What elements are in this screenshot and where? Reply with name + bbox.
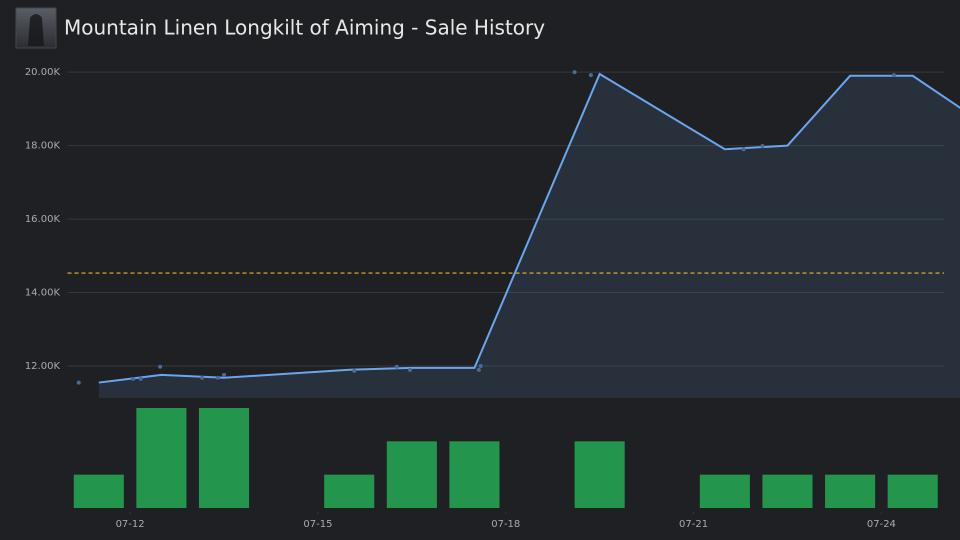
- y-tick-label: 18.00K: [25, 141, 61, 152]
- sale-point: [891, 73, 896, 78]
- volume-bar: [887, 474, 938, 508]
- volume-bar: [198, 408, 250, 508]
- sale-point: [760, 143, 765, 148]
- volume-bar: [825, 474, 876, 508]
- y-tick-label: 16.00K: [25, 214, 61, 225]
- sale-point: [572, 70, 577, 75]
- price-area: [98, 73, 960, 398]
- x-tick-label: 07-24: [867, 519, 896, 530]
- volume-bar: [449, 441, 500, 508]
- y-tick-label: 14.00K: [25, 288, 61, 299]
- volume-bar: [324, 474, 375, 508]
- x-tick-label: 07-18: [491, 519, 520, 530]
- sale-point: [158, 364, 163, 369]
- volume-bar: [574, 441, 625, 508]
- sale-point: [200, 375, 205, 380]
- sale-point: [741, 147, 746, 152]
- x-tick-label: 07-21: [679, 519, 708, 530]
- price-line: [98, 72, 960, 384]
- volume-bar: [386, 441, 437, 508]
- y-tick-label: 12.00K: [25, 361, 61, 372]
- item-icon-figure: [28, 14, 44, 46]
- sale-point: [394, 364, 399, 369]
- x-tick-label: 07-15: [303, 519, 332, 530]
- sale-point: [478, 364, 483, 369]
- chart-title: Mountain Linen Longkilt of Aiming - Sale…: [64, 16, 545, 40]
- sale-point: [131, 376, 136, 381]
- sale-point: [476, 367, 481, 372]
- sale-point: [407, 367, 412, 372]
- volume-bar: [699, 474, 750, 508]
- sale-point: [215, 375, 220, 380]
- volume-bar: [136, 408, 187, 508]
- sale-point: [222, 372, 227, 377]
- sale-point: [588, 73, 593, 78]
- sale-point: [76, 380, 81, 385]
- sale-point: [138, 376, 143, 381]
- sale-point: [352, 368, 357, 373]
- volume-bar: [73, 474, 124, 508]
- x-tick-label: 07-12: [116, 519, 145, 530]
- volume-bar: [762, 474, 813, 508]
- y-tick-label: 20.00K: [25, 67, 61, 78]
